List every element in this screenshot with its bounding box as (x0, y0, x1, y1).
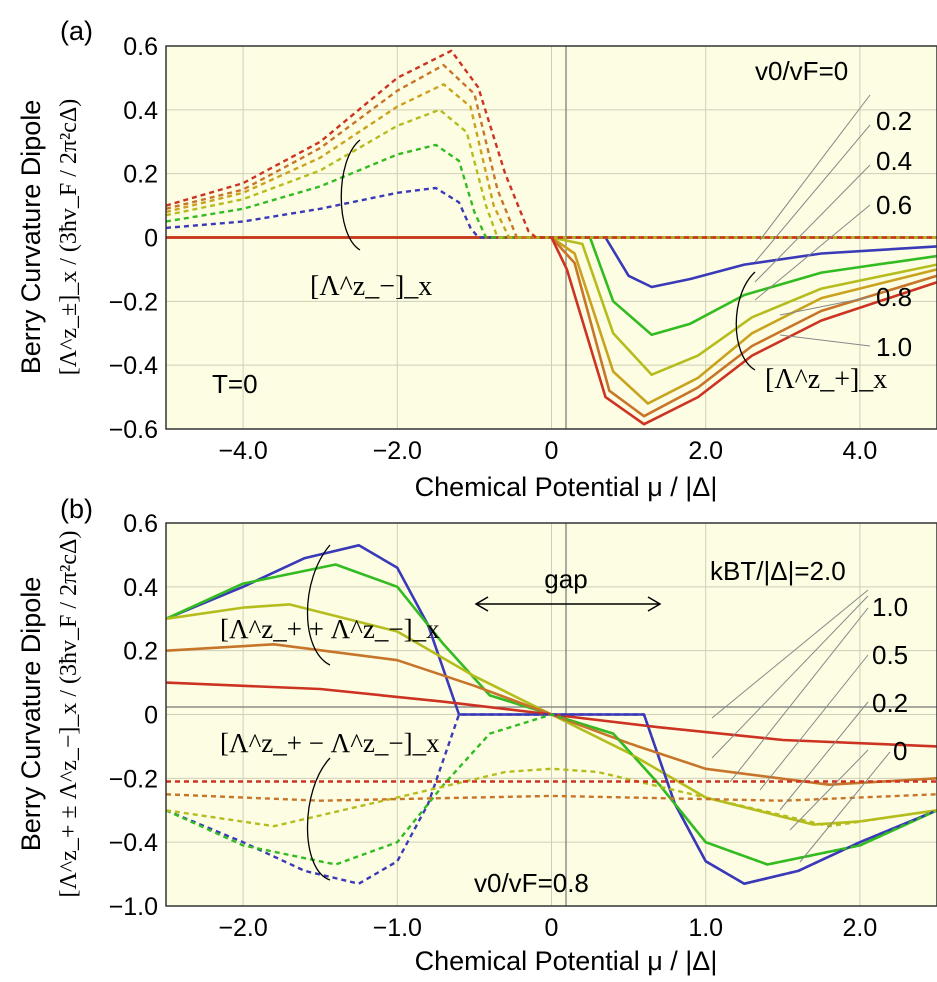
series-line-a-6 (165, 186, 937, 239)
x-tick-label-a-3: 2.0 (688, 437, 723, 465)
panel-letter-a: (a) (60, 16, 93, 46)
y-axis-title-a: Berry Curvature Dipole (16, 100, 46, 375)
curves-b (165, 544, 937, 885)
y-tick-label-b-5: −0.4 (109, 829, 158, 857)
series-line-a-4 (166, 236, 937, 418)
series-line-b-8 (165, 793, 937, 802)
y-tick-label-a-6: −0.6 (109, 416, 158, 444)
legend-title-b: kBT/|Δ|=2.0 (710, 556, 846, 586)
y-tick-label-b-6: −1.0 (109, 893, 158, 921)
x-tick-label-a-4: 4.0 (843, 437, 878, 465)
y-tick-label-a-1: 0.4 (123, 97, 158, 125)
y-tick-label-b-2: 0.2 (123, 638, 158, 666)
ticks-b: −2.0 −1.0 0 1.0 2.0 0.6 0.4 0.2 0 −0.2 −0.4 −1.0 (109, 510, 878, 942)
y-tick-label-a-3: 0 (144, 225, 158, 253)
x-tick-label-b-3: 1.0 (688, 914, 723, 942)
legend-leaders-a (754, 94, 871, 347)
x-tick-label-b-2: 0 (545, 914, 559, 942)
bracket-plus-a (735, 271, 756, 371)
series-line-a-5 (166, 236, 937, 426)
y-axis-units-b: [Λ^z_+ ± Λ^z_−]_x / (3ħv_F / 2π²cΔ) (56, 531, 82, 898)
x-tick-label-b-4: 2.0 (843, 914, 878, 942)
legend-value-b-3: 0.2 (872, 688, 908, 718)
series-line-a-9 (165, 83, 937, 239)
panel-a: −4.0 −2.0 0 2.0 4.0 0.6 0.4 0.2 0 −0.2 −0.4 −0.6 (a… (16, 16, 937, 502)
y-tick-label-b-0: 0.6 (123, 510, 158, 538)
legend-value-b-1: 1.0 (872, 592, 908, 622)
panel-b: −2.0 −1.0 0 1.0 2.0 0.6 0.4 0.2 0 −0.2 −0.4 −1.0 (b… (16, 494, 937, 976)
series-line-a-3 (166, 236, 937, 405)
curves-a (165, 49, 937, 426)
x-tick-label-a-2: 0 (545, 437, 559, 465)
y-axis-title-b: Berry Curvature Dipole (16, 577, 46, 852)
y-tick-label-b-4: −0.2 (109, 765, 158, 793)
x-axis-title-a: Chemical Potential μ / |Δ| (415, 472, 718, 502)
y-tick-label-b-1: 0.4 (123, 574, 158, 602)
frame-b (165, 522, 937, 907)
legend-value-a-5: 1.0 (876, 332, 912, 362)
legend-value-a-1: 0.2 (876, 106, 912, 136)
gap-label: gap (544, 564, 587, 594)
legend-title-a: v0/vF=0 (755, 56, 848, 86)
frame-a (165, 45, 937, 430)
series-line-a-2 (166, 236, 937, 376)
y-tick-label-b-3: 0 (144, 702, 158, 730)
x-tick-label-b-0: −2.0 (218, 914, 267, 942)
group-label-diff-b: [Λ^z_+ − Λ^z_−]_x (220, 728, 440, 758)
legend-leaders-b (711, 589, 891, 863)
legend-value-a-3: 0.6 (876, 190, 912, 220)
x-tick-label-a-1: −2.0 (373, 437, 422, 465)
series-line-a-10 (165, 63, 937, 239)
series-line-a-11 (165, 49, 937, 239)
y-axis-units-a: [Λ^z_±]_x / (3ħv_F / 2π²cΔ) (56, 99, 82, 376)
legend-value-b-4: 0 (893, 736, 907, 766)
x-axis-title-b: Chemical Potential μ / |Δ| (415, 946, 718, 976)
bracket-minus-a (340, 139, 361, 251)
series-line-b-7 (165, 767, 937, 828)
condition-label-b: v0/vF=0.8 (474, 868, 589, 898)
condition-label-a: T=0 (212, 369, 258, 399)
y-tick-label-a-4: −0.2 (109, 288, 158, 316)
bracket-diff-b (306, 757, 331, 881)
series-line-b-6 (165, 713, 937, 866)
x-tick-label-b-1: −1.0 (373, 914, 422, 942)
legend-value-a-4: 0.8 (876, 282, 912, 312)
group-label-sum-b: [Λ^z_+ + Λ^z_−]_x (220, 614, 440, 644)
group-label-plus-a: [Λ^z_+]_x (765, 364, 887, 395)
y-tick-label-a-5: −0.4 (109, 352, 158, 380)
legend-value-b-2: 0.5 (872, 640, 908, 670)
legend-value-a-2: 0.4 (876, 146, 912, 176)
gap-arrow (474, 596, 662, 612)
panel-letter-b: (b) (60, 494, 93, 524)
ticks-a: −4.0 −2.0 0 2.0 4.0 0.6 0.4 0.2 0 −0.2 −0.4 −0.6 (109, 33, 878, 465)
y-tick-label-a-2: 0.2 (123, 161, 158, 189)
y-tick-label-a-0: 0.6 (123, 33, 158, 61)
x-tick-label-a-0: −4.0 (218, 437, 267, 465)
group-label-minus-a: [Λ^z_−]_x (310, 271, 432, 302)
series-line-b-5 (165, 713, 937, 885)
series-line-a-7 (165, 143, 937, 239)
bracket-sum-b (306, 544, 331, 666)
